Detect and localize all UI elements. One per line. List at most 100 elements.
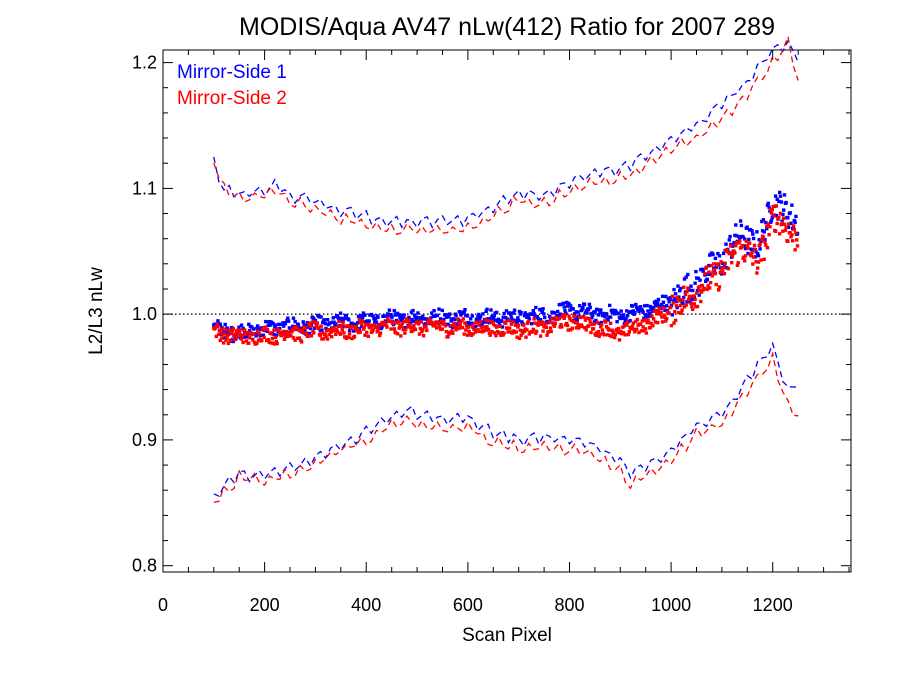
data-point (759, 258, 763, 262)
data-point (669, 303, 674, 308)
data-point (286, 333, 291, 337)
data-point (332, 326, 336, 330)
data-point (557, 316, 561, 321)
data-point (782, 222, 787, 226)
data-point (655, 312, 659, 316)
data-point (251, 332, 256, 336)
data-point (756, 260, 761, 264)
data-point (514, 319, 518, 323)
data-point (272, 332, 276, 337)
data-point (310, 320, 314, 324)
data-point (751, 262, 755, 266)
legend-entry-mirror-side-2: Mirror-Side 2 (177, 88, 287, 109)
data-point (271, 321, 275, 326)
data-point (621, 316, 625, 320)
data-point (778, 194, 783, 198)
data-point (793, 248, 797, 252)
data-point (645, 303, 649, 308)
data-point (227, 328, 231, 333)
data-point (623, 319, 627, 323)
data-point (251, 327, 256, 331)
data-point (554, 315, 558, 320)
data-point (660, 315, 664, 319)
data-point (644, 331, 648, 335)
data-point (746, 246, 750, 250)
data-point (643, 313, 648, 317)
data-point (730, 260, 734, 265)
data-point (269, 332, 274, 336)
data-point (651, 317, 656, 321)
data-point (423, 322, 427, 326)
data-point (556, 309, 560, 314)
data-point (588, 305, 592, 310)
data-point (717, 254, 722, 258)
data-point (445, 313, 449, 317)
data-point (416, 311, 420, 315)
data-point (692, 302, 696, 306)
data-point (578, 304, 582, 308)
data-point (708, 286, 712, 290)
data-point (596, 313, 601, 317)
data-point (458, 322, 462, 327)
data-point (469, 317, 473, 321)
data-point (343, 316, 347, 321)
data-point (512, 311, 516, 315)
data-point (412, 313, 417, 317)
data-point (216, 324, 220, 329)
data-point (541, 329, 545, 333)
data-point (547, 320, 552, 324)
data-point (634, 302, 638, 307)
data-point (696, 276, 701, 281)
data-point (560, 314, 565, 319)
data-point (351, 329, 356, 333)
data-point (773, 194, 778, 198)
data-point (723, 261, 727, 265)
data-point (411, 308, 415, 313)
data-point (625, 309, 629, 313)
data-point (548, 326, 553, 330)
data-point (783, 228, 788, 232)
data-point (763, 237, 767, 242)
data-point (633, 311, 637, 315)
data-point (553, 321, 557, 326)
data-point (699, 290, 704, 294)
data-point (214, 334, 218, 339)
data-point (672, 287, 676, 292)
data-point (671, 301, 675, 305)
data-point (465, 314, 470, 318)
data-point (625, 320, 630, 324)
data-point (515, 335, 519, 339)
data-point (425, 328, 429, 333)
data-point (421, 328, 425, 332)
data-point (612, 335, 617, 340)
data-point (740, 243, 744, 248)
data-point (705, 287, 709, 291)
data-point (708, 253, 712, 257)
data-point (759, 239, 763, 244)
data-point (339, 316, 344, 321)
data-point (704, 265, 709, 269)
y-tick-label: 1.0 (132, 304, 157, 324)
data-point (675, 305, 679, 310)
data-point (625, 314, 630, 318)
data-point (775, 197, 779, 201)
data-point (408, 322, 412, 327)
data-point (243, 328, 247, 332)
data-point (741, 235, 745, 239)
data-point (701, 269, 705, 273)
data-point (585, 310, 589, 314)
data-point (677, 310, 681, 315)
data-point (574, 326, 579, 330)
data-point (396, 320, 401, 324)
data-point (347, 318, 351, 322)
data-point (441, 320, 445, 324)
data-point (392, 309, 396, 313)
data-point (469, 321, 474, 325)
data-point (261, 333, 266, 337)
data-point (637, 330, 641, 335)
data-point (676, 284, 680, 288)
data-point (706, 272, 710, 276)
data-point (360, 322, 364, 326)
data-point (363, 333, 367, 337)
data-point (231, 326, 235, 331)
